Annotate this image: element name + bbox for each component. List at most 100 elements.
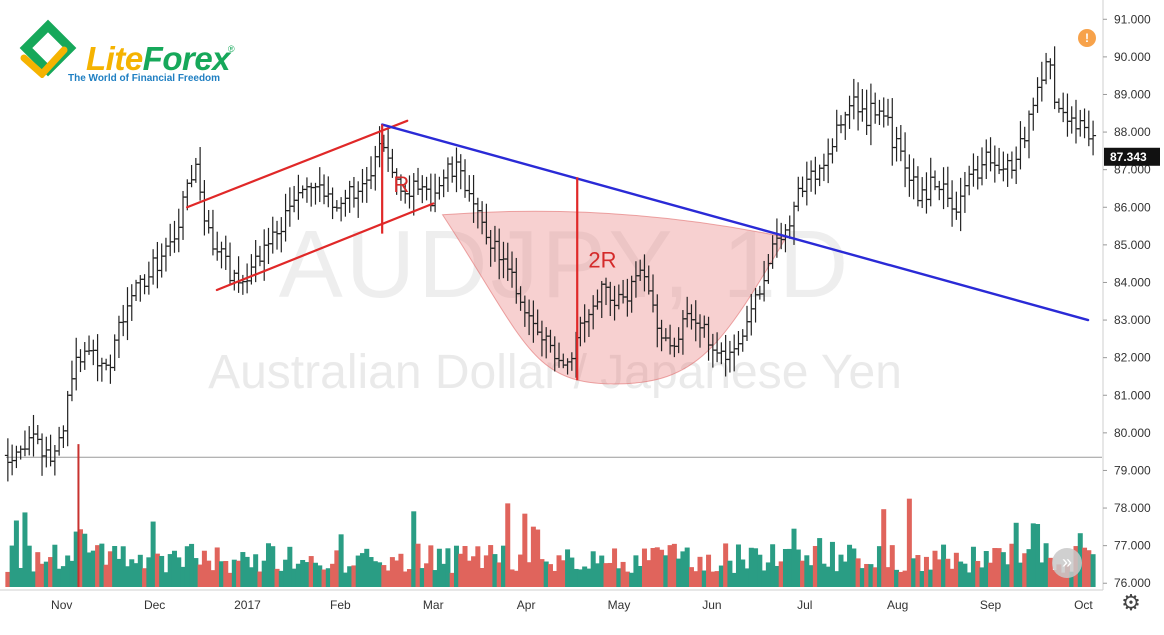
ohlc-bar xyxy=(150,249,157,285)
volume-bar xyxy=(22,512,28,587)
ohlc-bar xyxy=(1081,108,1088,139)
volume-bar xyxy=(710,571,716,587)
volume-bar xyxy=(881,509,887,587)
exclamation-icon[interactable]: ! xyxy=(1078,29,1096,47)
volume-bar xyxy=(735,544,741,587)
volume-bar xyxy=(817,538,823,587)
volume-bar xyxy=(133,563,139,587)
ohlc-bar xyxy=(436,176,443,200)
volume-bar xyxy=(1030,523,1036,587)
volume-bar xyxy=(26,545,32,587)
ohlc-bar xyxy=(1013,146,1020,185)
channel-lower-line xyxy=(215,202,435,292)
ohlc-bar xyxy=(799,176,806,198)
volume-bar xyxy=(432,570,438,587)
volume-bar xyxy=(530,526,536,587)
volume-bar xyxy=(291,568,297,587)
volume-bar xyxy=(757,554,763,587)
volume-bar xyxy=(714,571,720,587)
ohlc-bar xyxy=(107,354,114,384)
x-axis-tick-label: 2017 xyxy=(234,598,261,612)
y-axis-tick-label: 90.000 xyxy=(1114,50,1151,64)
ohlc-bar xyxy=(1047,58,1054,80)
ohlc-bar xyxy=(902,132,909,188)
volume-bar xyxy=(218,561,224,587)
ohlc-bar xyxy=(910,158,917,200)
ohlc-bar xyxy=(415,167,422,195)
volume-bar xyxy=(30,571,36,587)
volume-bar xyxy=(671,543,677,587)
volume-bar xyxy=(889,545,895,587)
ohlc-bar xyxy=(449,156,456,183)
ohlc-bar xyxy=(162,237,169,272)
double-chevron-right-icon[interactable]: » xyxy=(1052,548,1082,578)
volume-bar xyxy=(663,555,669,587)
ohlc-bar xyxy=(940,167,947,210)
ohlc-bar xyxy=(342,189,349,217)
ohlc-bar xyxy=(966,165,973,196)
volume-bar xyxy=(86,552,92,587)
ohlc-bar xyxy=(927,157,934,207)
ohlc-bar xyxy=(983,139,990,180)
volume-bar xyxy=(214,547,220,587)
volume-bar xyxy=(1009,543,1015,587)
ohlc-bar xyxy=(4,438,11,482)
ohlc-bar xyxy=(269,216,276,254)
ohlc-bar xyxy=(961,171,968,213)
volume-bar xyxy=(988,562,994,587)
volume-bar xyxy=(424,563,430,587)
ohlc-bar xyxy=(175,208,182,253)
ohlc-bar xyxy=(30,414,37,457)
volume-bar xyxy=(859,568,865,587)
volume-bar xyxy=(936,559,942,587)
volume-bar xyxy=(680,551,686,587)
ohlc-bar xyxy=(466,175,473,202)
ohlc-bar xyxy=(56,426,63,456)
volume-bar xyxy=(688,567,694,587)
ohlc-bar xyxy=(410,173,417,216)
ohlc-bar xyxy=(9,444,16,476)
y-axis-tick-label: 79.000 xyxy=(1114,463,1151,477)
y-axis-tick-label: 91.000 xyxy=(1114,12,1151,26)
x-axis-tick-label: Nov xyxy=(51,598,72,612)
ohlc-bar xyxy=(333,200,340,212)
y-axis-tick-label: 81.000 xyxy=(1114,388,1151,402)
volume-bar xyxy=(283,559,289,587)
ohlc-bar xyxy=(154,241,161,289)
volume-bar xyxy=(35,552,41,587)
gear-icon[interactable]: ⚙ xyxy=(1121,590,1141,615)
ohlc-bar xyxy=(974,155,981,190)
ohlc-bar xyxy=(363,166,370,203)
ohlc-bar xyxy=(103,358,110,371)
volume-bar xyxy=(821,563,827,587)
volume-bar xyxy=(112,546,118,587)
ohlc-bar xyxy=(453,147,460,193)
volume-bar xyxy=(206,560,212,587)
logo-mark-icon xyxy=(19,19,77,78)
ohlc-bar xyxy=(39,433,46,476)
ohlc-bar xyxy=(1064,93,1071,137)
volume-bar xyxy=(983,551,989,587)
ohlc-bar xyxy=(120,304,127,337)
volume-bar xyxy=(701,570,707,587)
volume-bar xyxy=(966,572,972,587)
volume-bar xyxy=(231,559,237,587)
volume-bar xyxy=(265,543,271,587)
volume-bar xyxy=(197,564,203,587)
volume-bar xyxy=(654,547,660,587)
volume-bar xyxy=(765,562,771,587)
volume-bar xyxy=(539,559,545,587)
volume-bar xyxy=(1052,570,1058,587)
volume-bar xyxy=(479,567,485,587)
ohlc-bar xyxy=(1060,92,1067,123)
volume-bar xyxy=(659,549,665,587)
volume-bar xyxy=(620,561,626,587)
volume-bar xyxy=(753,548,759,587)
y-axis-tick-label: 86.000 xyxy=(1114,200,1151,214)
ohlc-bar xyxy=(158,243,165,278)
volume-bar xyxy=(851,548,857,587)
ohlc-bar xyxy=(141,274,148,295)
volume-bar xyxy=(295,563,301,587)
volume-bar xyxy=(979,567,985,587)
